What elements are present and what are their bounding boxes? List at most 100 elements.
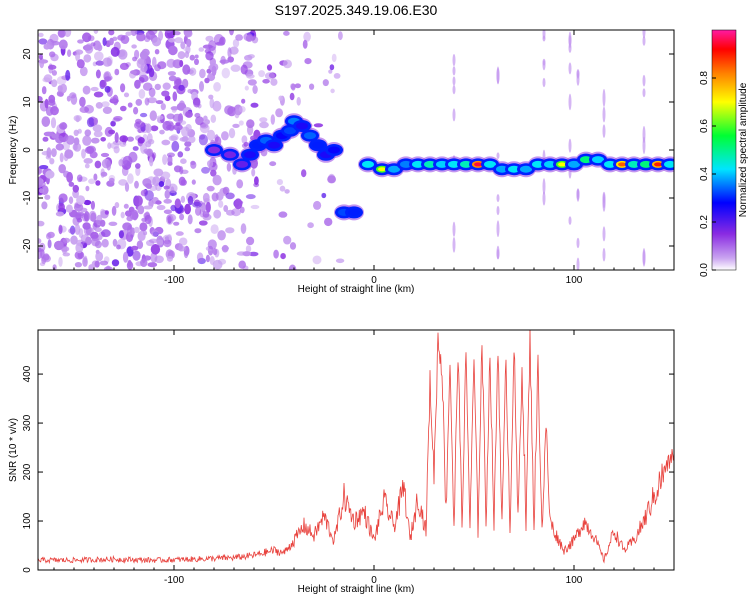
noise-speck (198, 134, 208, 146)
noise-speck (264, 72, 275, 80)
noise-streak (496, 220, 500, 237)
noise-speck (79, 96, 86, 107)
noise-speck (57, 30, 66, 38)
noise-speck (163, 185, 170, 190)
noise-speck (171, 140, 180, 152)
ridge-point (448, 160, 460, 168)
noise-speck (140, 112, 148, 118)
noise-speck (70, 235, 78, 245)
noise-speck (110, 96, 117, 103)
ridge-point (508, 165, 520, 173)
noise-speck (289, 92, 295, 101)
noise-speck (226, 162, 232, 172)
noise-streak (542, 77, 546, 88)
noise-speck (127, 173, 134, 184)
noise-speck (101, 229, 111, 238)
noise-speck (160, 171, 171, 180)
noise-speck (202, 211, 210, 218)
colorbar-label: Normalized spectral amplitude (738, 82, 749, 217)
noise-speck (41, 201, 48, 210)
noise-speck (240, 64, 248, 75)
noise-speck (301, 169, 307, 178)
noise-speck (39, 188, 44, 194)
noise-speck (108, 221, 118, 226)
noise-streak (602, 248, 606, 262)
ridge-point (424, 160, 436, 168)
noise-speck (49, 33, 59, 44)
noise-speck (137, 58, 147, 65)
noise-speck (38, 220, 45, 227)
noise-speck (102, 37, 107, 47)
noise-speck (217, 230, 226, 241)
noise-speck (79, 106, 90, 113)
noise-speck (60, 83, 67, 94)
ridge-point (236, 160, 248, 168)
noise-speck (150, 244, 161, 255)
noise-speck (146, 148, 154, 157)
spectrogram-x-ticks: -100 0 100 (53, 30, 675, 286)
noise-speck (207, 160, 214, 168)
noise-speck (184, 50, 190, 59)
noise-speck (156, 239, 164, 246)
noise-speck (156, 204, 166, 211)
noise-speck (84, 129, 92, 137)
noise-speck (155, 100, 164, 105)
noise-speck (90, 231, 99, 240)
noise-speck (152, 56, 157, 68)
noise-speck (133, 226, 140, 233)
noise-speck (244, 85, 249, 91)
noise-speck (250, 204, 260, 210)
noise-speck (143, 231, 148, 236)
noise-speck (324, 217, 333, 227)
noise-speck (151, 37, 162, 47)
noise-speck (139, 222, 148, 232)
noise-streak (452, 108, 456, 122)
noise-speck (74, 250, 85, 260)
noise-speck (137, 205, 145, 215)
noise-speck (124, 182, 130, 192)
noise-speck (184, 141, 192, 147)
noise-speck (211, 192, 219, 202)
noise-speck (243, 32, 253, 42)
noise-speck (155, 200, 162, 205)
noise-speck (181, 126, 190, 138)
noise-speck (173, 31, 181, 36)
noise-speck (93, 173, 98, 181)
noise-speck (109, 177, 115, 184)
noise-speck (104, 210, 109, 215)
noise-speck (65, 69, 71, 81)
noise-speck (75, 50, 81, 62)
noise-speck (178, 176, 186, 186)
noise-speck (135, 98, 143, 106)
ridge-point (640, 160, 652, 168)
noise-speck (66, 95, 71, 102)
noise-speck (123, 92, 130, 98)
noise-streak (576, 257, 580, 270)
ridge-point (348, 208, 360, 216)
noise-speck (66, 171, 73, 183)
noise-speck (95, 60, 105, 66)
noise-speck (94, 227, 102, 232)
noise-speck (108, 30, 115, 36)
noise-speck (64, 30, 72, 38)
noise-speck (179, 237, 188, 246)
noise-speck (296, 96, 301, 106)
x-tick-label: 0 (371, 275, 377, 286)
noise-speck (58, 39, 68, 50)
noise-speck (119, 142, 127, 147)
noise-speck (55, 143, 64, 151)
snr-panel: -100 0 100 0 100 200 300 400 Height of straigh… (8, 329, 675, 595)
noise-streak (542, 60, 546, 71)
noise-speck (39, 165, 49, 170)
noise-speck (101, 101, 110, 108)
noise-speck (246, 119, 255, 129)
noise-speck (134, 79, 141, 89)
noise-speck (82, 213, 89, 222)
ridge-point (664, 160, 674, 168)
noise-speck (99, 79, 107, 88)
noise-speck (48, 64, 57, 70)
noise-speck (127, 102, 133, 108)
noise-speck (217, 258, 227, 265)
snr-x-ticks: -100 0 100 (53, 330, 675, 586)
